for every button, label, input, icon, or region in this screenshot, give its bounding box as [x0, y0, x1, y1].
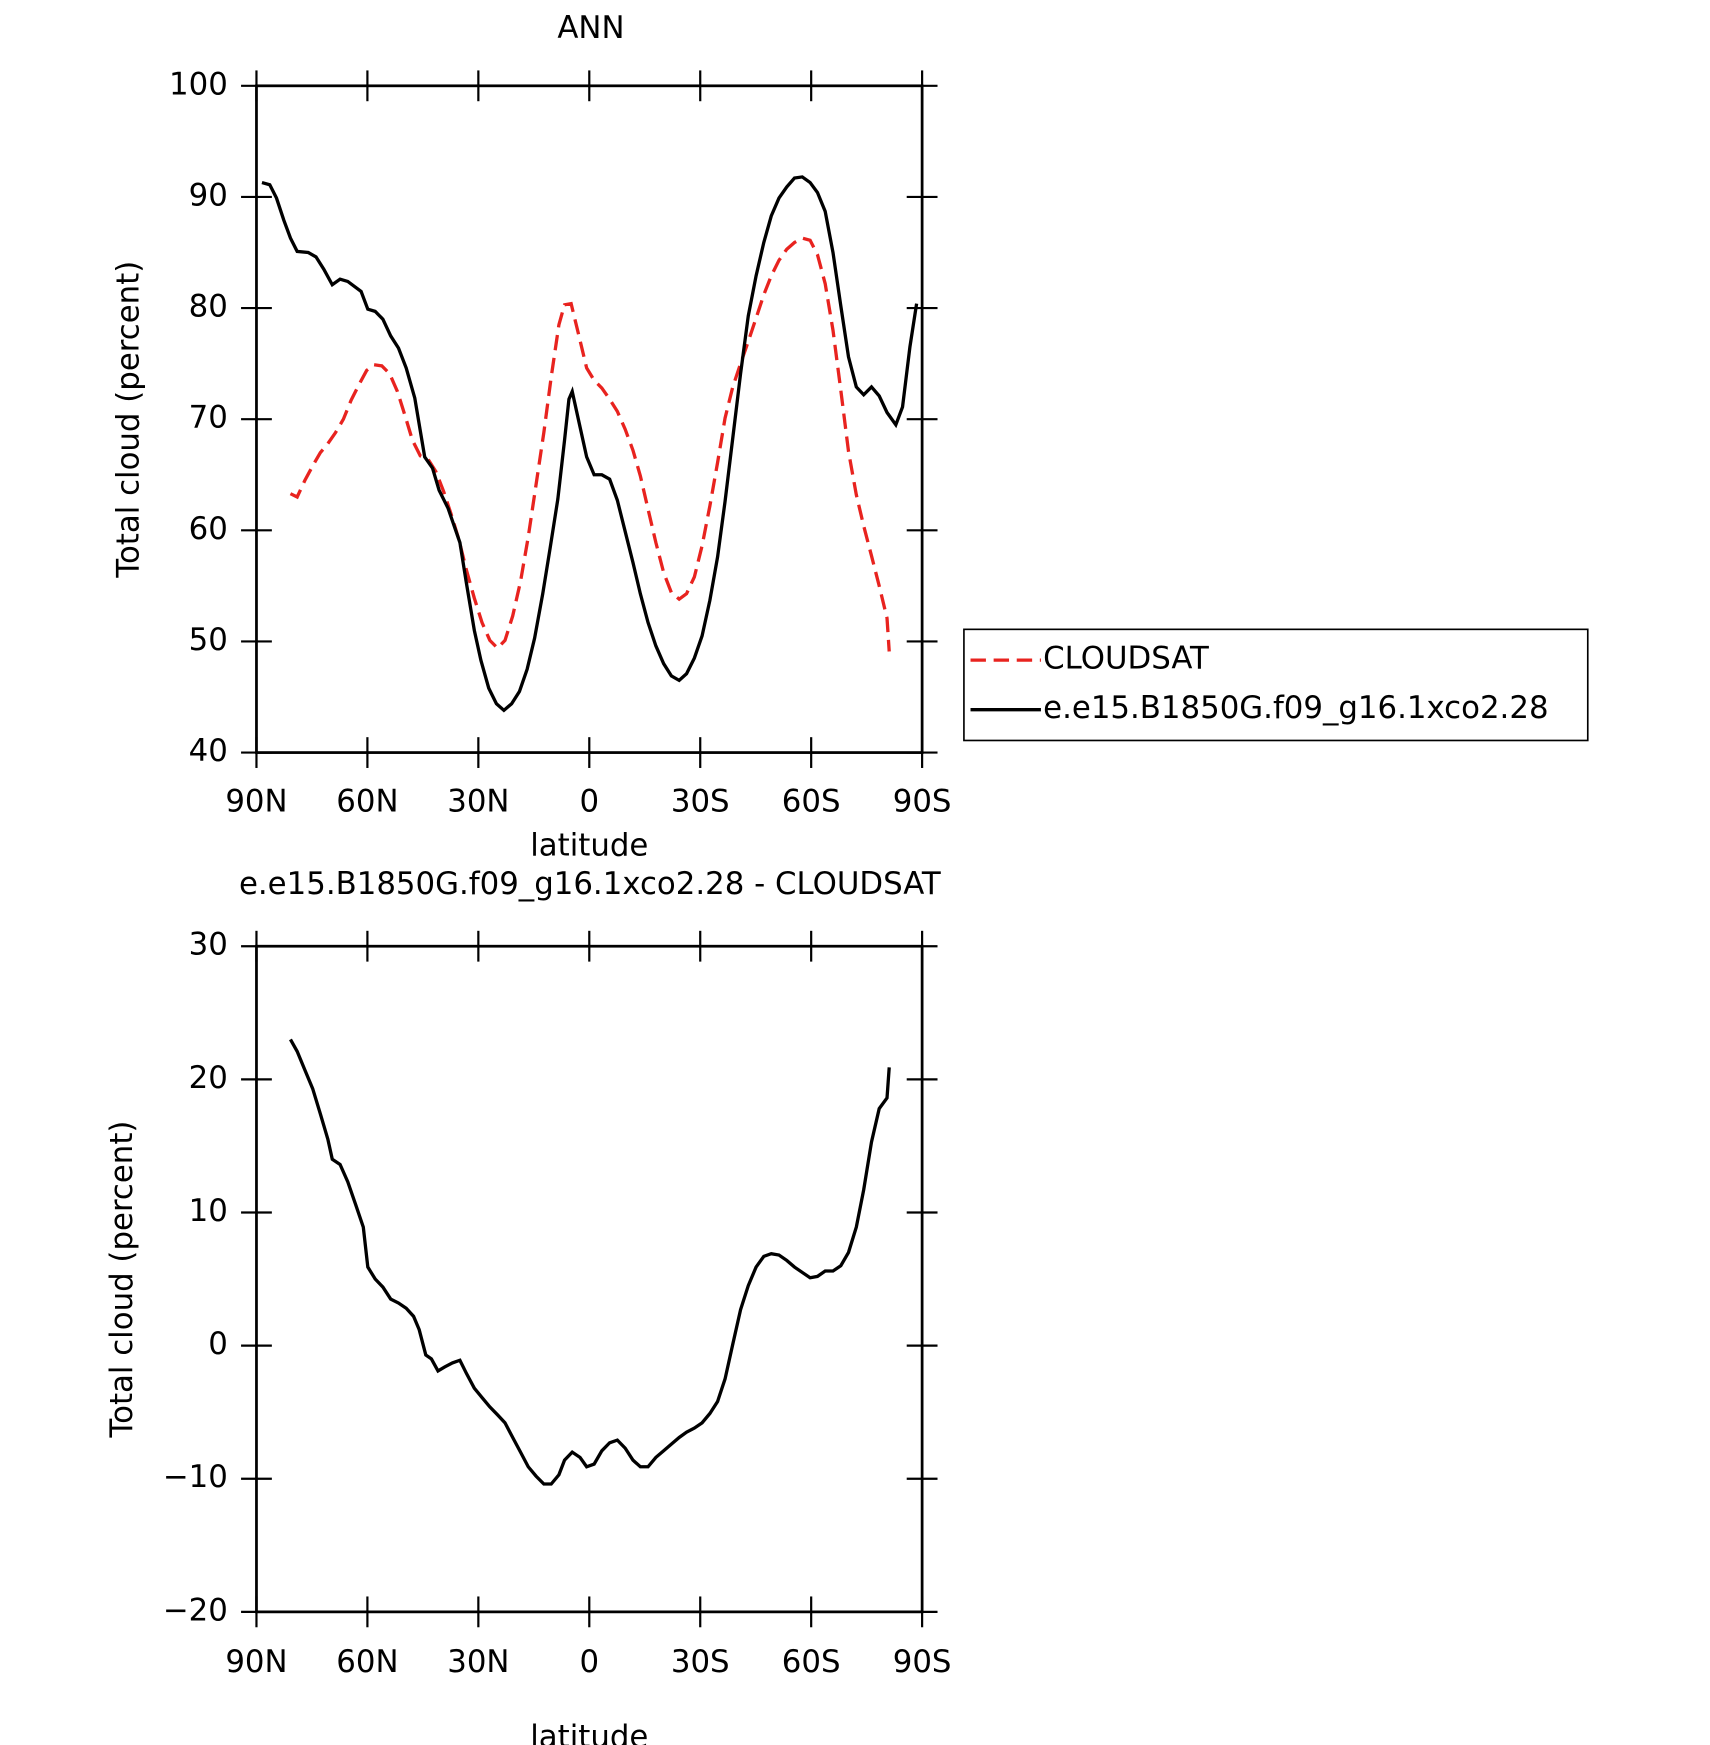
y-tick-label: 70 [189, 400, 228, 436]
plot-frame [255, 944, 924, 1614]
x-tick-label: 60N [336, 1644, 398, 1680]
legend-label: e.e15.B1850G.f09_g16.1xco2.28 [1043, 690, 1548, 726]
y-axis-label: Total cloud (percent) [104, 1121, 140, 1439]
chart-title: e.e15.B1850G.f09_g16.1xco2.28 - CLOUDSAT [239, 866, 941, 902]
data-line [261, 175, 919, 713]
x-tick-label: 30N [447, 784, 509, 820]
x-tick-label: 90N [225, 784, 287, 820]
x-tick-label: 90N [225, 1644, 287, 1680]
y-axis-label: Total cloud (percent) [110, 261, 146, 579]
y-tick-label: 10 [189, 1193, 228, 1229]
y-tick-label: 0 [208, 1326, 228, 1362]
y-tick-label: 100 [169, 66, 228, 102]
data-line [289, 236, 891, 652]
x-tick-label: 90S [893, 1644, 952, 1680]
x-tick-label: 30S [671, 784, 730, 820]
y-tick-label: 30 [189, 927, 228, 963]
y-tick-label: −10 [163, 1459, 228, 1495]
legend-box [963, 628, 1589, 742]
y-tick-label: 60 [189, 511, 228, 547]
x-axis-label: latitude [530, 828, 648, 864]
x-tick-label: 60N [336, 784, 398, 820]
plot-frame [255, 84, 924, 754]
y-tick-label: 50 [189, 622, 228, 658]
chart-title: ANN [557, 10, 624, 46]
y-tick-label: 90 [189, 177, 228, 213]
y-tick-label: −20 [163, 1592, 228, 1628]
x-tick-label: 0 [579, 1644, 599, 1680]
data-line [289, 1038, 891, 1486]
y-tick-label: 20 [189, 1060, 228, 1096]
x-tick-label: 30N [447, 1644, 509, 1680]
x-tick-label: 30S [671, 1644, 730, 1680]
x-tick-label: 90S [893, 784, 952, 820]
legend-label: CLOUDSAT [1043, 641, 1209, 677]
x-axis-label: latitude [530, 1719, 648, 1745]
y-tick-label: 80 [189, 289, 228, 325]
y-tick-label: 40 [189, 733, 228, 769]
x-tick-label: 60S [782, 784, 841, 820]
x-tick-label: 60S [782, 1644, 841, 1680]
x-tick-label: 0 [579, 784, 599, 820]
